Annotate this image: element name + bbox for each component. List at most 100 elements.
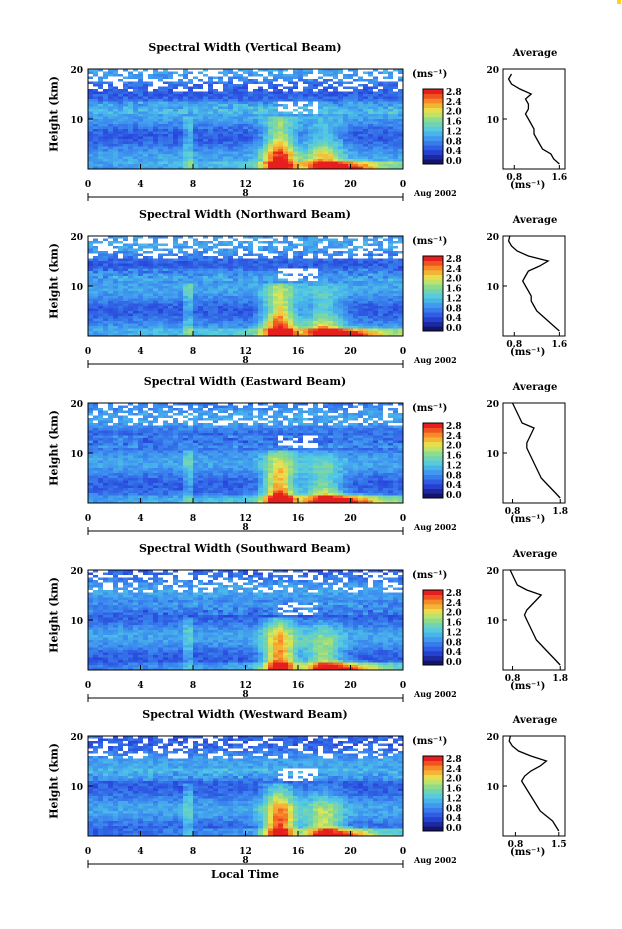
heatmap-cell [283,243,289,247]
heatmap-cell [153,156,159,160]
heatmap-cell [318,331,324,334]
heatmap-cell [228,74,234,77]
heatmap-cell [328,271,334,274]
heatmap-cell [198,311,204,314]
heatmap-cell [93,283,99,287]
heatmap-cell [353,119,359,122]
heatmap-cell [168,131,174,135]
heatmap-cell [388,91,394,95]
heatmap-cell [383,236,389,239]
heatmap-cell [93,311,99,314]
heatmap-cell [338,263,344,267]
heatmap-cell [173,136,179,140]
heatmap-cell [338,328,344,332]
heatmap-cell [163,238,169,242]
heatmap-cell [363,278,369,282]
heatmap-cell [373,288,379,292]
heatmap-cell [238,79,244,82]
heatmap-cell [303,326,309,329]
heatmap-cell [123,141,129,145]
heatmap-cell [323,81,329,85]
heatmap-cell [173,101,179,105]
heatmap-cell [298,91,304,95]
heatmap-cell [113,159,119,162]
heatmap-cell [128,273,134,277]
heatmap-cell [88,253,94,257]
heatmap-cell [328,89,334,92]
heatmap-cell [178,313,184,317]
heatmap-cell [303,238,309,242]
heatmap-cell [383,331,389,334]
heatmap-cell [368,161,374,165]
heatmap-cell [233,321,239,324]
heatmap-cell [138,316,144,319]
heatmap-cell [333,94,339,97]
heatmap-cell [263,126,269,130]
heatmap-cell [388,139,394,142]
heatmap-cell [278,124,284,127]
heatmap-cell [388,146,394,150]
heatmap-cell [158,74,164,77]
heatmap-cell [318,293,324,297]
heatmap-cell [343,151,349,155]
heatmap-cell [363,114,369,117]
heatmap-cell [303,99,309,102]
heatmap-cell [158,266,164,269]
heatmap-cell [248,69,254,72]
heatmap-cell [293,331,299,334]
heatmap-cell [263,116,269,120]
heatmap-cell [213,116,219,120]
heatmap-cell [373,298,379,302]
heatmap-cell [223,101,229,105]
heatmap-cell [383,313,389,317]
heatmap-cell [113,303,119,307]
heatmap-cell [93,111,99,115]
heatmap-cell [88,89,94,92]
heatmap-cell [188,308,194,312]
heatmap-cell [333,323,339,327]
heatmap-cell [168,89,174,92]
heatmap-cell [188,104,194,107]
heatmap-cell [293,124,299,127]
heatmap-cell [158,276,164,279]
heatmap-cell [148,243,154,247]
heatmap-cell [208,144,214,147]
heatmap-cell [248,154,254,157]
heatmap-cell [138,139,144,142]
heatmap-cell [263,109,269,112]
heatmap-cell [153,298,159,302]
heatmap-cell [398,139,404,142]
heatmap-cell [298,74,304,77]
heatmap-cell [288,333,294,337]
heatmap-cell [243,161,249,165]
heatmap-cell [353,139,359,142]
heatmap-cell [323,156,329,160]
heatmap-cell [198,111,204,115]
heatmap-cell [358,323,364,327]
heatmap-cell [363,311,369,314]
heatmap-cell [378,124,384,127]
heatmap-cell [318,161,324,165]
heatmap-cell [148,258,154,262]
heatmap-cell [328,161,334,165]
heatmap-cell [118,109,124,112]
heatmap-cell [333,144,339,147]
heatmap-cell [303,303,309,307]
heatmap-cell [368,238,374,242]
heatmap-cell [383,106,389,110]
heatmap-cell [353,86,359,90]
heatmap-cell [338,261,344,264]
heatmap-cell [223,141,229,145]
heatmap-cell [183,256,189,259]
heatmap-cell [393,116,399,120]
heatmap-cell [268,283,274,287]
heatmap-cell [283,159,289,162]
heatmap-cell [383,288,389,292]
heatmap-cell [373,79,379,82]
heatmap-cell [108,301,114,304]
heatmap-cell [153,288,159,292]
heatmap-cell [168,333,174,337]
heatmap-cell [128,89,134,92]
heatmap-cell [343,293,349,297]
heatmap-cell [133,291,139,294]
